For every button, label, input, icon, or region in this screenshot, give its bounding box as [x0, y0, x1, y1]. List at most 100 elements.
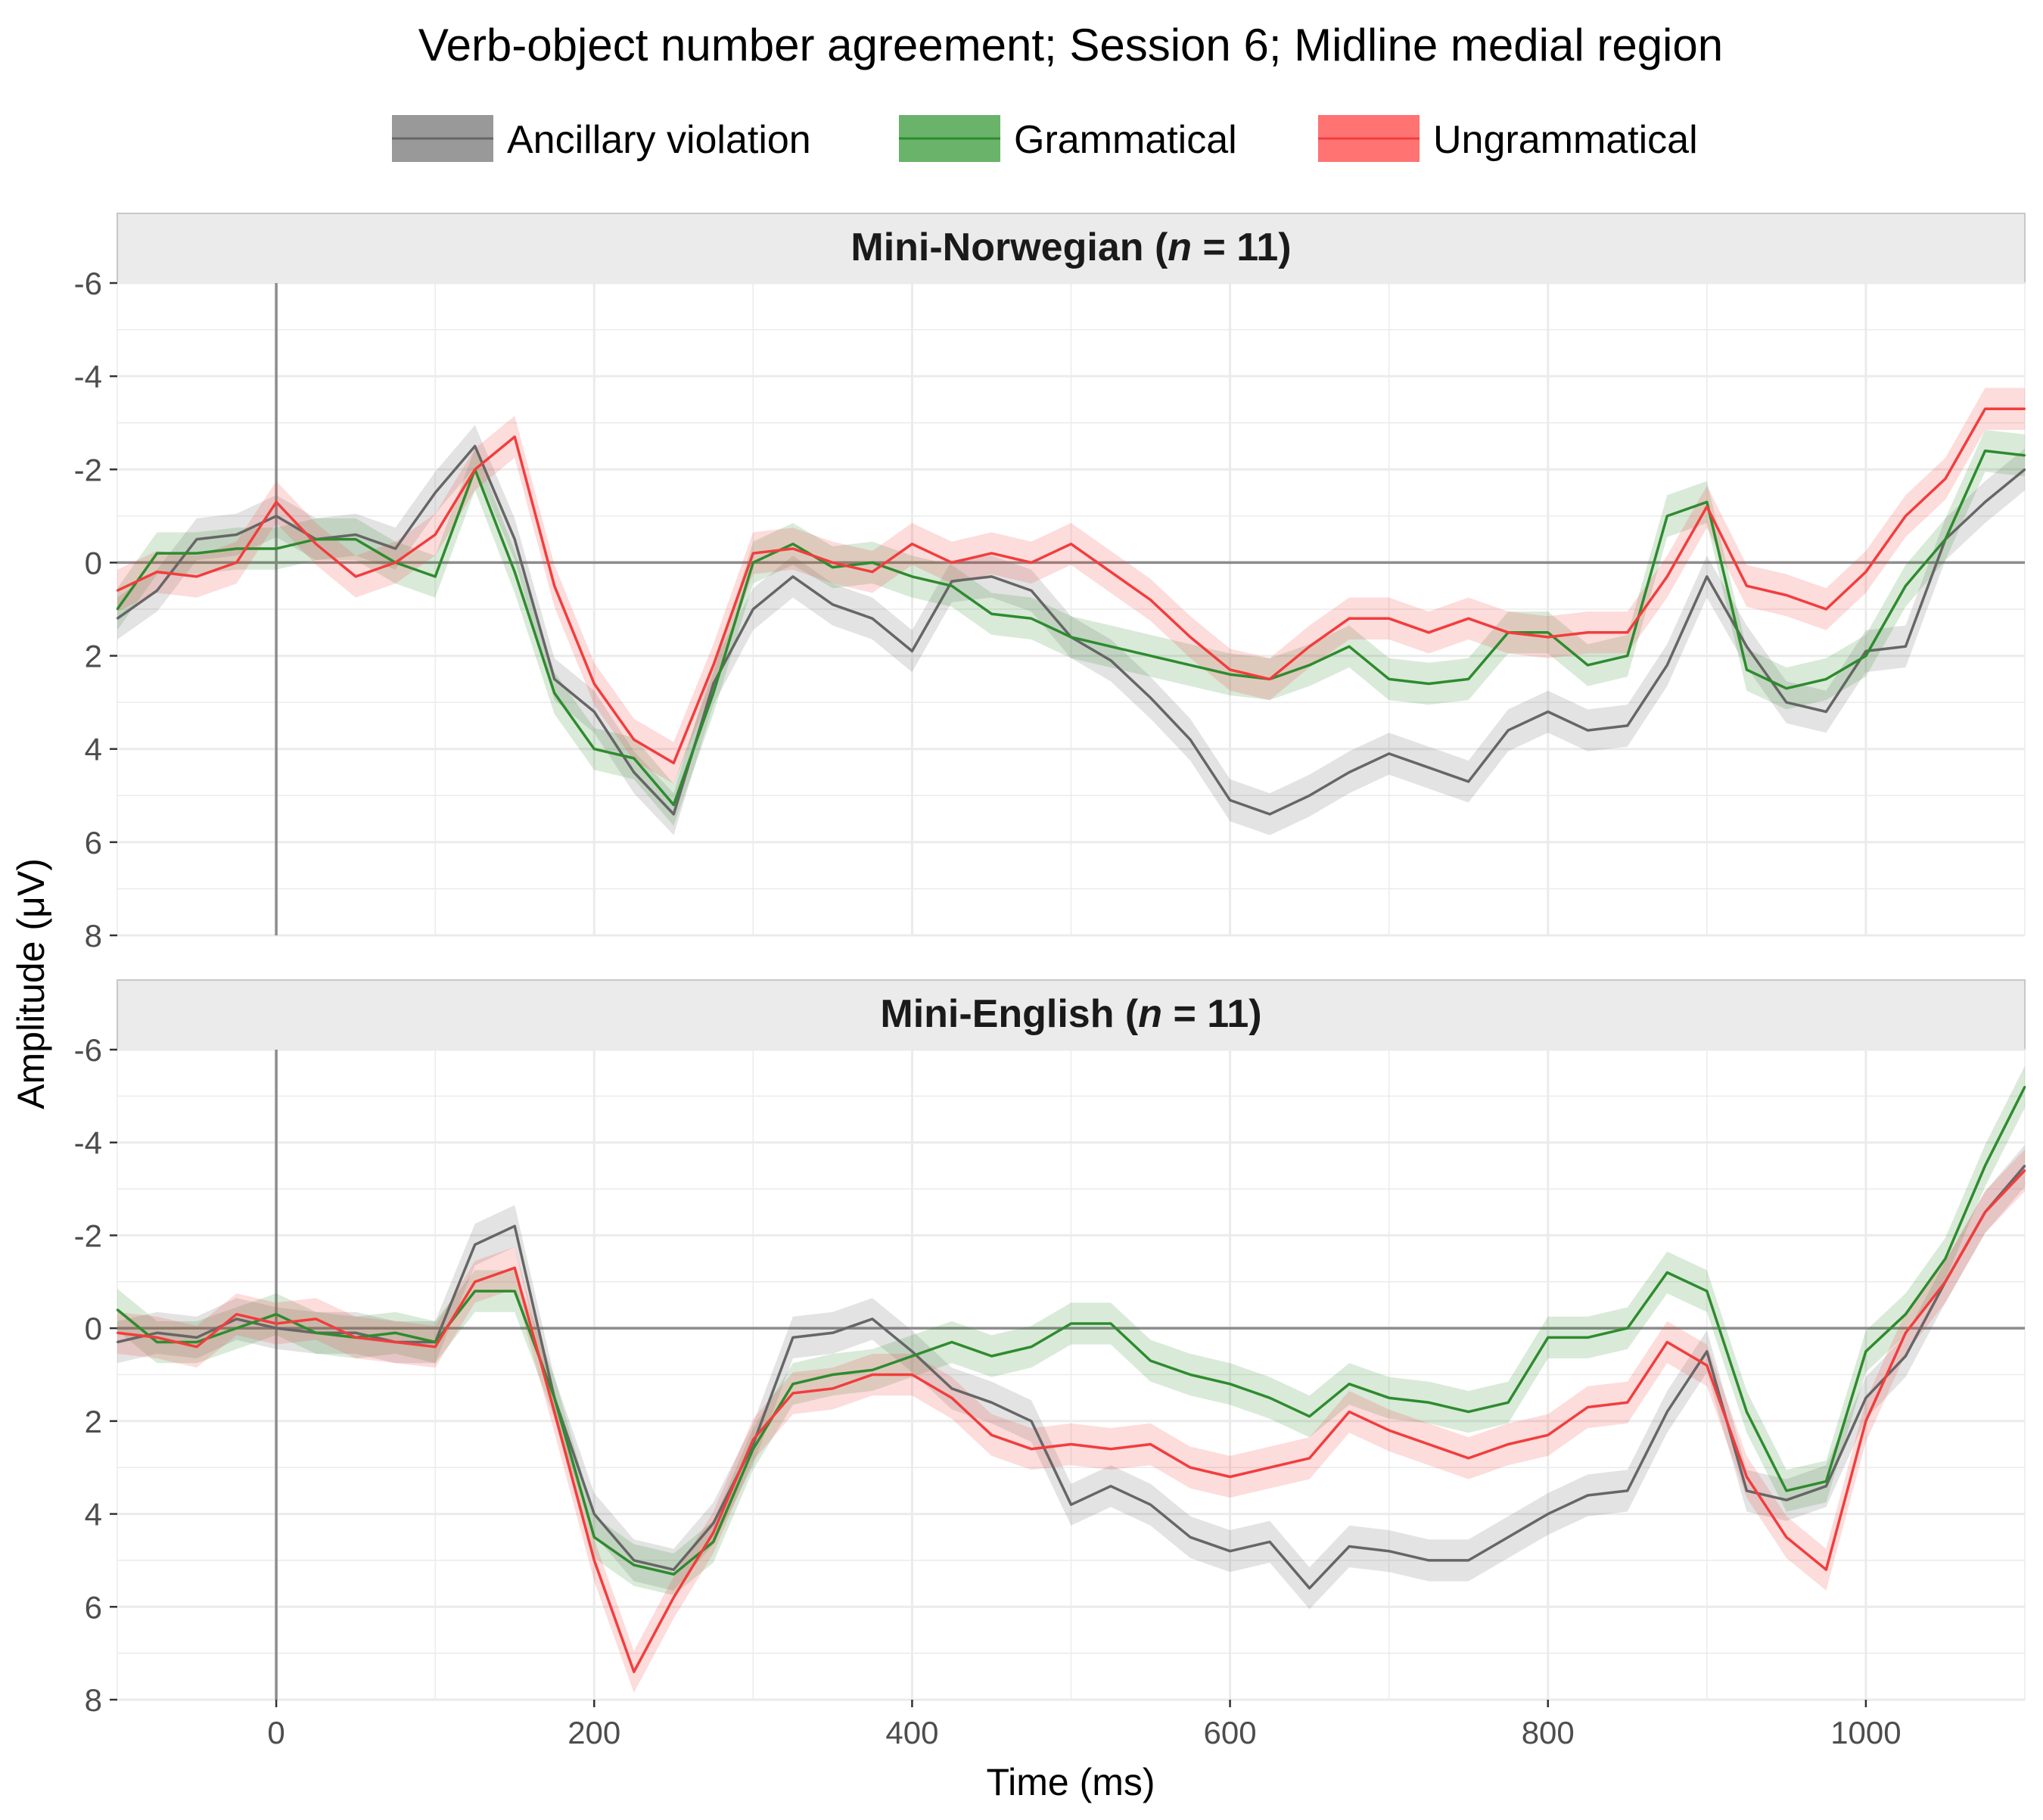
legend-item-ungrammatical[interactable]: Ungrammatical [1318, 115, 1698, 162]
data-point [1626, 1402, 1628, 1404]
data-point [1785, 701, 1788, 704]
data-point [1984, 501, 1986, 503]
data-point [394, 547, 396, 550]
data-point [434, 1341, 437, 1343]
data-point [1268, 1467, 1271, 1469]
data-point [633, 1671, 635, 1673]
data-point [1348, 646, 1351, 648]
data-point [514, 571, 516, 573]
data-point [1428, 631, 1430, 633]
data-point [156, 552, 158, 555]
data-point [2023, 468, 2026, 471]
data-point [434, 491, 437, 494]
data-point [791, 547, 794, 550]
data-point [1030, 1346, 1033, 1348]
series-points-ungrammatical [116, 1169, 2026, 1673]
y-tick-label: 4 [85, 1497, 102, 1532]
data-point [911, 1374, 913, 1376]
data-point [712, 1522, 714, 1525]
data-point [235, 1313, 238, 1315]
legend-item-ancillary[interactable]: Ancillary violation [392, 115, 811, 162]
data-point [791, 1392, 794, 1395]
data-point [1388, 752, 1390, 755]
data-point [752, 552, 754, 555]
y-tick-label: -4 [74, 359, 102, 394]
y-tick-label: 2 [85, 1404, 102, 1439]
panel-title-rest: = 11) [1192, 226, 1292, 269]
y-tick-label: 2 [85, 639, 102, 674]
data-point [1905, 515, 1907, 518]
data-point [1905, 1332, 1907, 1334]
x-tick-label: 1000 [1830, 1715, 1901, 1750]
data-point [1109, 1448, 1112, 1450]
y-tick-label: -2 [74, 452, 102, 487]
y-tick-label: -6 [74, 266, 102, 301]
data-point [1587, 631, 1589, 633]
data-point [1229, 1476, 1231, 1478]
data-point [911, 1350, 913, 1353]
data-point [673, 1573, 675, 1576]
data-point [1746, 668, 1748, 671]
data-point [633, 757, 635, 760]
panel-title: Mini-English (n = 11) [880, 992, 1261, 1036]
data-point [315, 538, 317, 540]
data-point [712, 683, 714, 685]
data-point [633, 1559, 635, 1562]
data-point [553, 692, 555, 694]
y-tick-label: -6 [74, 1032, 102, 1068]
data-point [1268, 678, 1271, 680]
data-point [1109, 646, 1112, 648]
data-point [1666, 515, 1668, 518]
data-point [1070, 1504, 1072, 1506]
legend: Ancillary violation Grammatical Ungramma… [392, 115, 1698, 162]
data-point [354, 538, 357, 540]
data-point [1030, 562, 1033, 564]
data-point [791, 1383, 794, 1386]
data-point [1547, 636, 1550, 639]
data-point [871, 618, 874, 620]
data-point [1626, 631, 1628, 633]
data-point [633, 1563, 635, 1566]
data-point [1706, 501, 1708, 503]
data-point [1905, 585, 1907, 587]
data-point [1825, 1485, 1827, 1488]
data-point [315, 1318, 317, 1321]
data-point [871, 1374, 874, 1376]
data-point [1666, 1341, 1668, 1343]
data-point [752, 608, 754, 611]
legend-item-grammatical[interactable]: Grammatical [899, 115, 1237, 162]
data-point [2023, 1165, 2026, 1167]
data-point [1746, 646, 1748, 648]
data-point [394, 1341, 396, 1343]
data-point [275, 515, 278, 518]
data-point [116, 590, 119, 592]
data-point [275, 1327, 278, 1330]
data-point [116, 1308, 119, 1311]
data-point [673, 762, 675, 764]
y-tick-label: 8 [85, 918, 102, 954]
data-point [116, 618, 119, 620]
data-point [1864, 1397, 1867, 1399]
data-point [235, 562, 238, 564]
data-point [1944, 1280, 1947, 1283]
data-point [1626, 1327, 1628, 1330]
data-point [434, 534, 437, 536]
y-tick-label: 8 [85, 1682, 102, 1718]
data-point [673, 1569, 675, 1571]
y-tick-label: 0 [85, 1311, 102, 1346]
data-point [1229, 668, 1231, 671]
data-point [1348, 618, 1351, 620]
data-point [235, 1318, 238, 1321]
data-point [195, 1341, 198, 1343]
data-point [1428, 1402, 1430, 1404]
data-point [156, 1332, 158, 1334]
data-point [1030, 618, 1033, 620]
data-point [1189, 1467, 1192, 1469]
data-point [871, 562, 874, 564]
data-point [1149, 1504, 1152, 1506]
data-point [791, 575, 794, 578]
data-point [1984, 450, 1986, 452]
data-point [1666, 1271, 1668, 1274]
